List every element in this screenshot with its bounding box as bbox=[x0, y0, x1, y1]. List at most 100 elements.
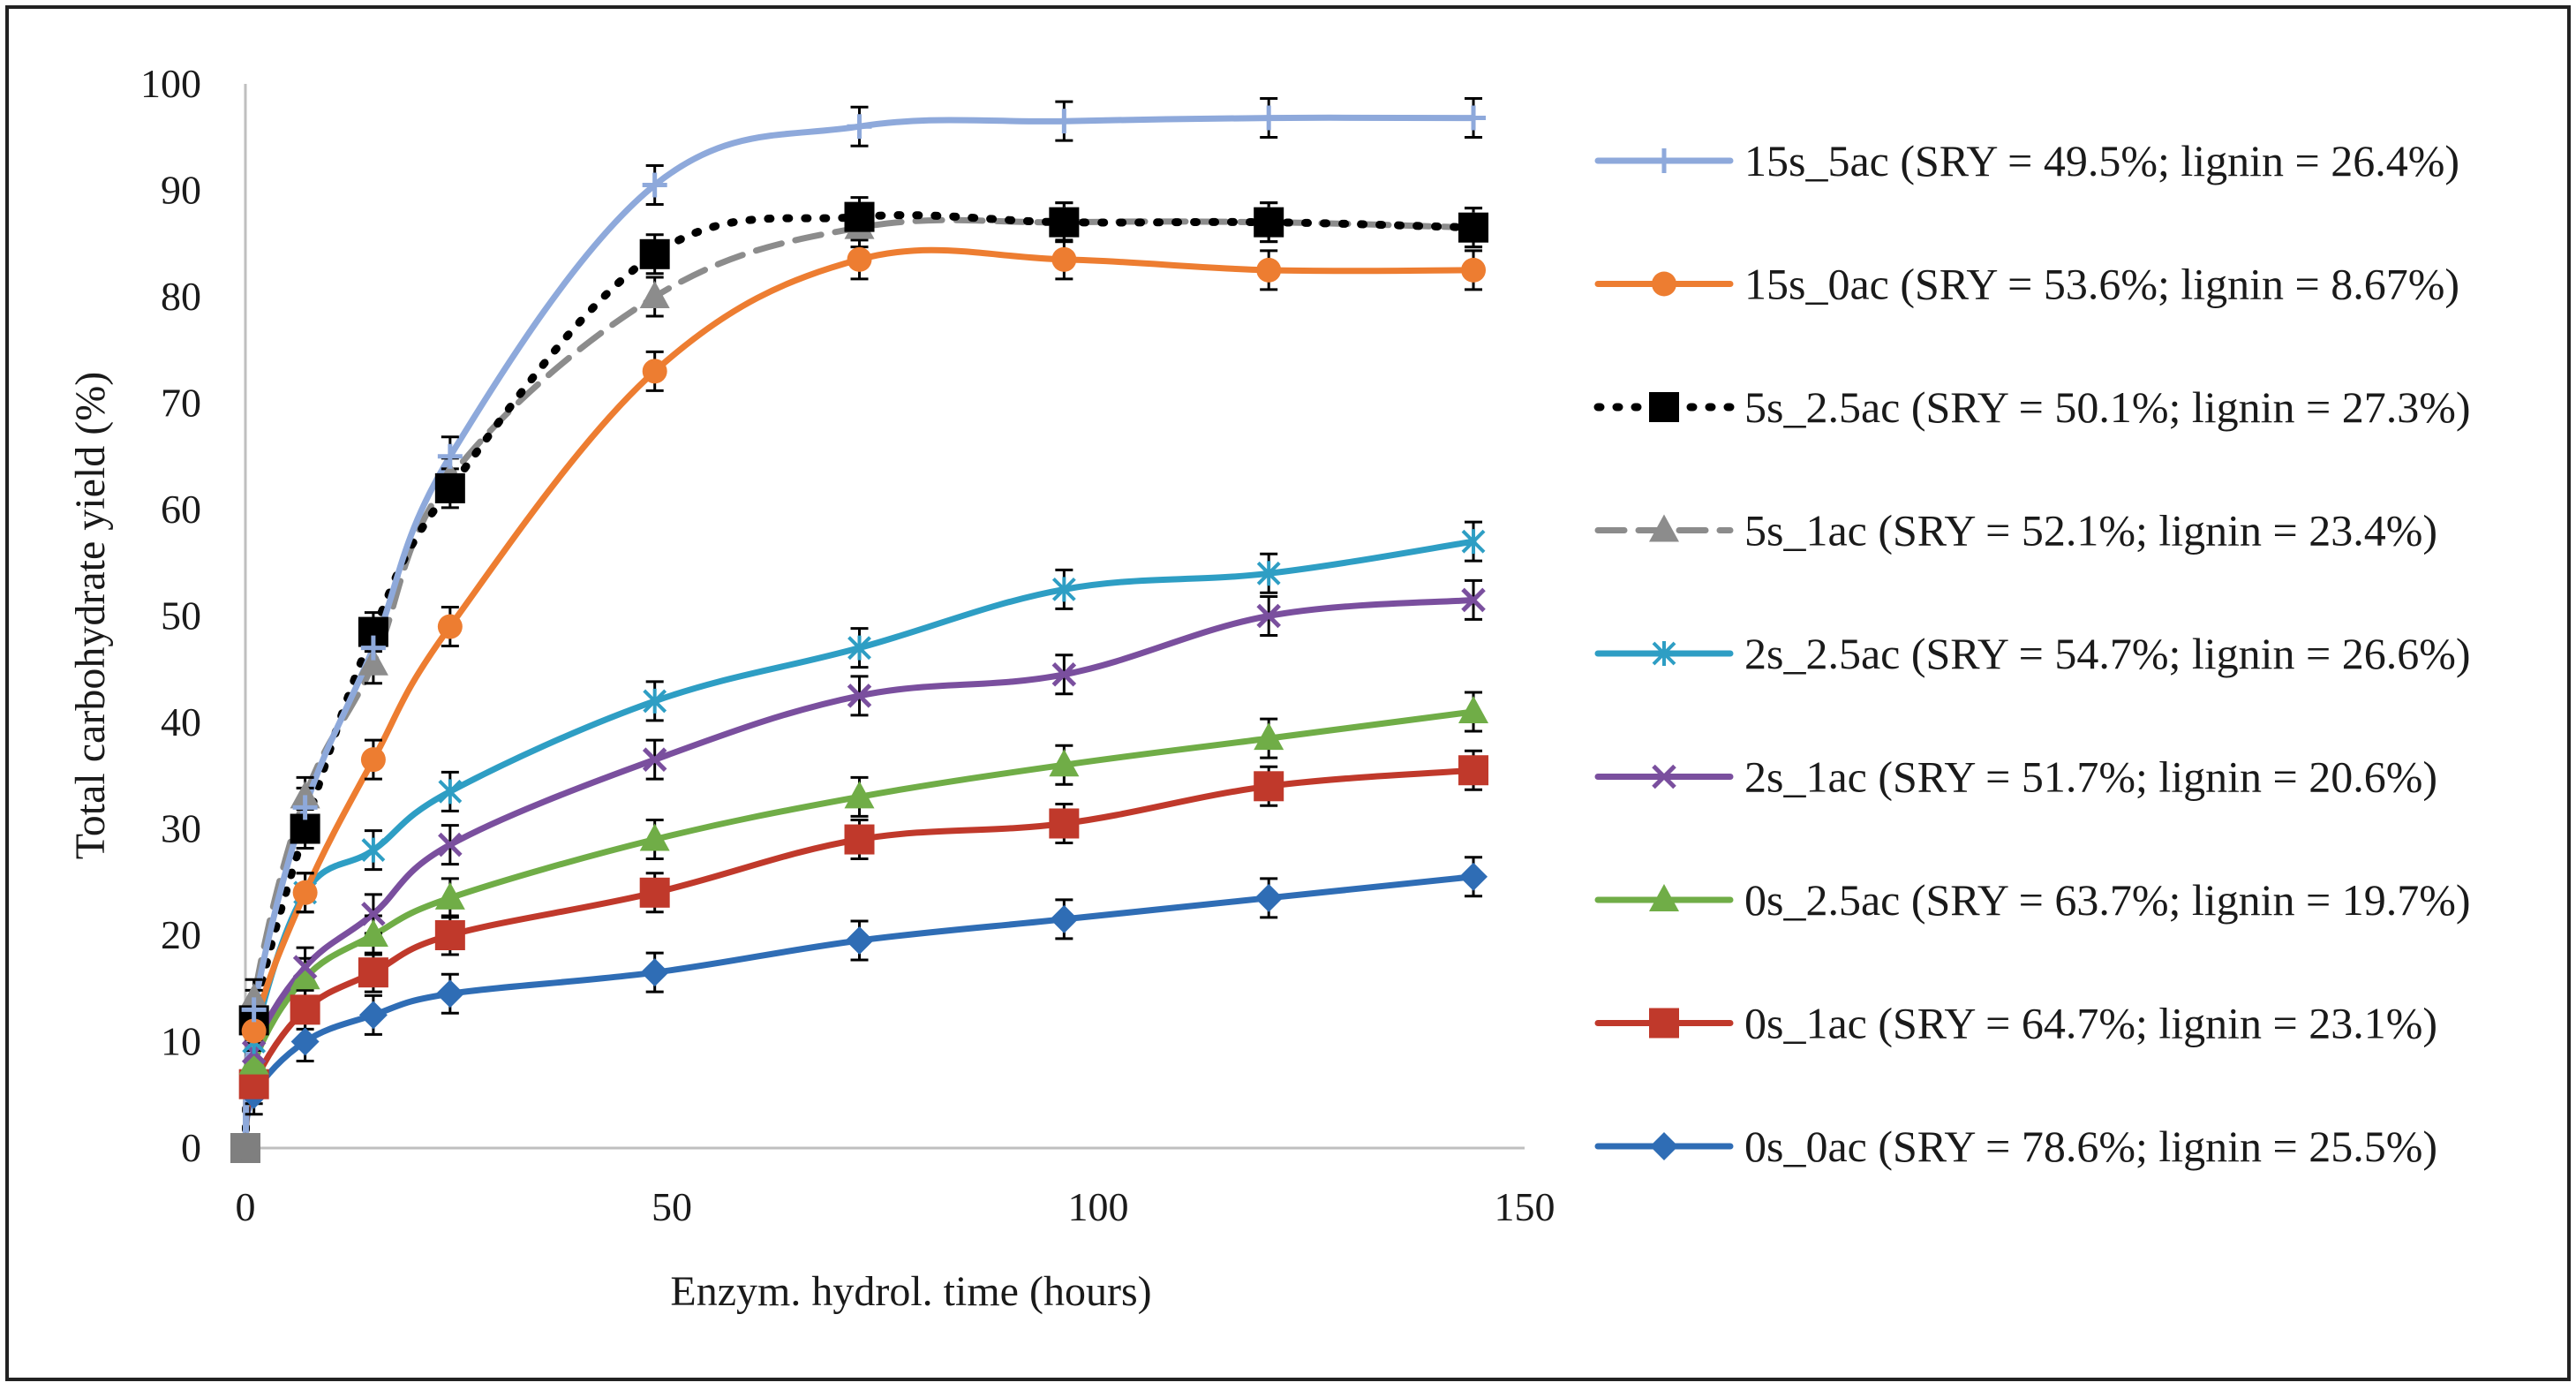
legend-marker bbox=[1652, 148, 1676, 173]
data-point-15s-5ac bbox=[847, 114, 872, 140]
data-point-5s-2-5ac bbox=[1458, 212, 1489, 243]
legend-entry-15s-5ac: 15s_5ac (SRY = 49.5%; lignin = 26.4%) bbox=[1594, 136, 2459, 185]
legend-marker bbox=[1649, 884, 1679, 911]
data-point-0s-0ac bbox=[1254, 883, 1284, 912]
data-point-5s-1ac bbox=[290, 781, 320, 809]
x-tick-labels: 0 50 100 150 bbox=[236, 1184, 1555, 1229]
legend-entry-0s-0ac: 0s_0ac (SRY = 78.6%; lignin = 25.5%) bbox=[1594, 1122, 2437, 1171]
data-point-2s-1ac bbox=[1461, 587, 1486, 613]
legend-entry-5s-1ac: 5s_1ac (SRY = 52.1%; lignin = 23.4%) bbox=[1594, 506, 2437, 555]
data-point-0s-0ac bbox=[435, 979, 464, 1009]
data-point-0s-2-5ac bbox=[434, 881, 465, 910]
data-point-2s-2-5ac bbox=[643, 688, 667, 714]
data-point-5s-2-5ac bbox=[844, 201, 875, 232]
data-point-2s-1ac bbox=[438, 832, 463, 857]
data-point-2s-2-5ac bbox=[361, 837, 386, 863]
data-point-15s-5ac bbox=[1461, 105, 1487, 131]
data-point-0s-1ac bbox=[434, 920, 465, 950]
data-point-0s-2-5ac bbox=[844, 781, 875, 809]
axes bbox=[244, 84, 1525, 1150]
legend-label: 15s_0ac (SRY = 53.6%; lignin = 8.67%) bbox=[1744, 260, 2459, 309]
y-tick-label: 20 bbox=[161, 912, 201, 957]
series-line-5s-1ac bbox=[242, 216, 1477, 1152]
legend-entry-0s-2-5ac: 0s_2.5ac (SRY = 63.7%; lignin = 19.7%) bbox=[1594, 875, 2471, 925]
legend-marker bbox=[1649, 1008, 1679, 1039]
x-tick-label: 100 bbox=[1068, 1184, 1129, 1229]
data-point-0s-1ac bbox=[639, 877, 670, 908]
data-point-15s-5ac bbox=[241, 997, 267, 1023]
data-point-2s-2-5ac bbox=[1256, 561, 1281, 586]
data-point-0s-0ac bbox=[358, 1001, 388, 1030]
x-tick-label: 50 bbox=[652, 1184, 692, 1229]
data-point-2s-1ac bbox=[1256, 603, 1281, 629]
data-point-2s-2-5ac bbox=[847, 635, 871, 661]
legend-marker bbox=[1650, 1132, 1678, 1160]
legend-marker bbox=[1649, 392, 1679, 422]
data-point-2s-1ac bbox=[292, 955, 318, 979]
legend-label: 5s_2.5ac (SRY = 50.1%; lignin = 27.3%) bbox=[1744, 382, 2471, 432]
data-point-15s-0ac bbox=[241, 1018, 267, 1044]
data-point-0s-2-5ac bbox=[1049, 749, 1080, 777]
data-point-5s-2-5ac bbox=[1049, 207, 1080, 238]
legend-label: 5s_1ac (SRY = 52.1%; lignin = 23.4%) bbox=[1744, 506, 2437, 555]
series-line-15s-0ac bbox=[242, 246, 1477, 1152]
data-point-15s-5ac bbox=[1051, 109, 1077, 134]
data-point-0s-0ac bbox=[640, 958, 669, 987]
y-tick-label: 90 bbox=[161, 168, 201, 213]
y-axis-title: Total carbohydrate yield (%) bbox=[67, 372, 114, 859]
data-point-0s-0ac bbox=[845, 926, 874, 956]
series-line-5s-2-5ac bbox=[241, 211, 1478, 1152]
data-point-15s-5ac bbox=[437, 443, 463, 469]
data-point-5s-2-5ac bbox=[639, 238, 670, 269]
legend-label: 0s_1ac (SRY = 64.7%; lignin = 23.1%) bbox=[1744, 999, 2437, 1048]
legend-entry-0s-1ac: 0s_1ac (SRY = 64.7%; lignin = 23.1%) bbox=[1594, 999, 2437, 1048]
data-point-2s-2-5ac bbox=[1051, 577, 1076, 602]
legend-entry-15s-0ac: 15s_0ac (SRY = 53.6%; lignin = 8.67%) bbox=[1594, 260, 2459, 309]
data-point-0s-1ac bbox=[1458, 755, 1489, 786]
data-point-5s-2-5ac bbox=[434, 472, 465, 503]
data-point-5s-1ac bbox=[238, 983, 269, 1011]
data-point-0s-2-5ac bbox=[238, 1046, 269, 1075]
y-tick-label: 60 bbox=[161, 487, 201, 532]
y-tick-label: 100 bbox=[140, 61, 201, 106]
data-point-15s-5ac bbox=[1256, 105, 1282, 131]
data-point-2s-1ac bbox=[1051, 662, 1077, 687]
data-point-0s-2-5ac bbox=[639, 823, 670, 851]
data-point-15s-5ac bbox=[360, 635, 386, 661]
data-point-0s-0ac bbox=[1459, 862, 1488, 891]
data-point-15s-0ac bbox=[847, 246, 872, 272]
y-tick-label: 70 bbox=[161, 381, 201, 426]
legend-entry-2s-2-5ac: 2s_2.5ac (SRY = 54.7%; lignin = 26.6%) bbox=[1594, 629, 2471, 678]
y-tick-label: 80 bbox=[161, 274, 201, 319]
data-point-0s-2-5ac bbox=[290, 962, 320, 990]
y-tick-label: 0 bbox=[181, 1125, 201, 1170]
data-point-0s-1ac bbox=[290, 994, 320, 1025]
data-point-2s-2-5ac bbox=[438, 779, 463, 805]
data-point-0s-1ac bbox=[1049, 808, 1080, 839]
data-point-2s-1ac bbox=[642, 747, 667, 772]
legend-label: 2s_1ac (SRY = 51.7%; lignin = 20.6%) bbox=[1744, 752, 2437, 802]
data-point-15s-0ac bbox=[360, 747, 386, 773]
legend-entry-5s-2-5ac: 5s_2.5ac (SRY = 50.1%; lignin = 27.3%) bbox=[1593, 382, 2471, 432]
data-point-2s-2-5ac bbox=[1461, 529, 1486, 555]
y-tick-label: 30 bbox=[161, 806, 201, 851]
data-point-0s-2-5ac bbox=[358, 919, 388, 947]
data-point-15s-5ac bbox=[292, 795, 318, 820]
data-point-0s-2-5ac bbox=[1254, 722, 1284, 751]
legend-label: 2s_2.5ac (SRY = 54.7%; lignin = 26.6%) bbox=[1744, 629, 2471, 678]
data-point-0s-1ac bbox=[1254, 771, 1284, 802]
series-markers bbox=[230, 105, 1489, 1163]
legend-label: 15s_5ac (SRY = 49.5%; lignin = 26.4%) bbox=[1744, 136, 2459, 185]
data-point-2s-1ac bbox=[361, 902, 386, 926]
data-point-15s-0ac bbox=[1256, 257, 1282, 283]
legend-entry-2s-1ac: 2s_1ac (SRY = 51.7%; lignin = 20.6%) bbox=[1594, 752, 2437, 802]
x-tick-label: 150 bbox=[1495, 1184, 1555, 1229]
legend-label: 0s_2.5ac (SRY = 63.7%; lignin = 19.7%) bbox=[1744, 875, 2471, 925]
legend-label: 0s_0ac (SRY = 78.6%; lignin = 25.5%) bbox=[1744, 1122, 2437, 1171]
data-point-0s-1ac bbox=[844, 824, 875, 855]
data-point-15s-0ac bbox=[642, 359, 667, 384]
data-point-5s-1ac bbox=[639, 281, 670, 308]
y-tick-label: 40 bbox=[161, 699, 201, 744]
data-point-0s-0ac bbox=[290, 1027, 320, 1056]
